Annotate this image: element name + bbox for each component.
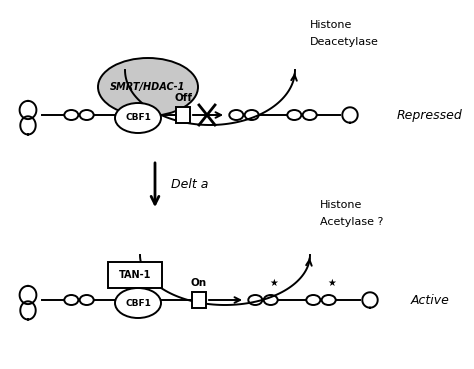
Ellipse shape <box>229 110 243 120</box>
Text: CBF1: CBF1 <box>125 114 151 123</box>
Ellipse shape <box>264 295 278 305</box>
Bar <box>176 107 190 123</box>
Text: ★: ★ <box>328 278 336 288</box>
Text: CBF1: CBF1 <box>125 299 151 307</box>
Text: TAN-1: TAN-1 <box>119 270 151 280</box>
Text: Delt a: Delt a <box>171 179 209 192</box>
Text: Deacetylase: Deacetylase <box>310 37 379 47</box>
Ellipse shape <box>306 295 320 305</box>
Text: Acetylase ?: Acetylase ? <box>320 217 383 227</box>
Text: Histone: Histone <box>310 20 352 30</box>
Text: Off: Off <box>175 93 193 103</box>
Ellipse shape <box>303 110 317 120</box>
Bar <box>192 292 206 308</box>
Ellipse shape <box>115 288 161 318</box>
Text: SMRT/HDAC-1: SMRT/HDAC-1 <box>110 82 186 92</box>
Ellipse shape <box>80 295 94 305</box>
Ellipse shape <box>64 110 78 120</box>
Text: Active: Active <box>410 293 449 307</box>
Ellipse shape <box>64 295 78 305</box>
Ellipse shape <box>287 110 301 120</box>
Ellipse shape <box>322 295 336 305</box>
Ellipse shape <box>248 295 262 305</box>
Bar <box>108 262 162 288</box>
Text: On: On <box>191 278 207 288</box>
Text: ★: ★ <box>269 278 278 288</box>
Ellipse shape <box>80 110 94 120</box>
Text: Histone: Histone <box>320 200 363 210</box>
Ellipse shape <box>98 58 198 116</box>
Ellipse shape <box>115 103 161 133</box>
Text: Repressed: Repressed <box>397 108 463 121</box>
Ellipse shape <box>245 110 259 120</box>
